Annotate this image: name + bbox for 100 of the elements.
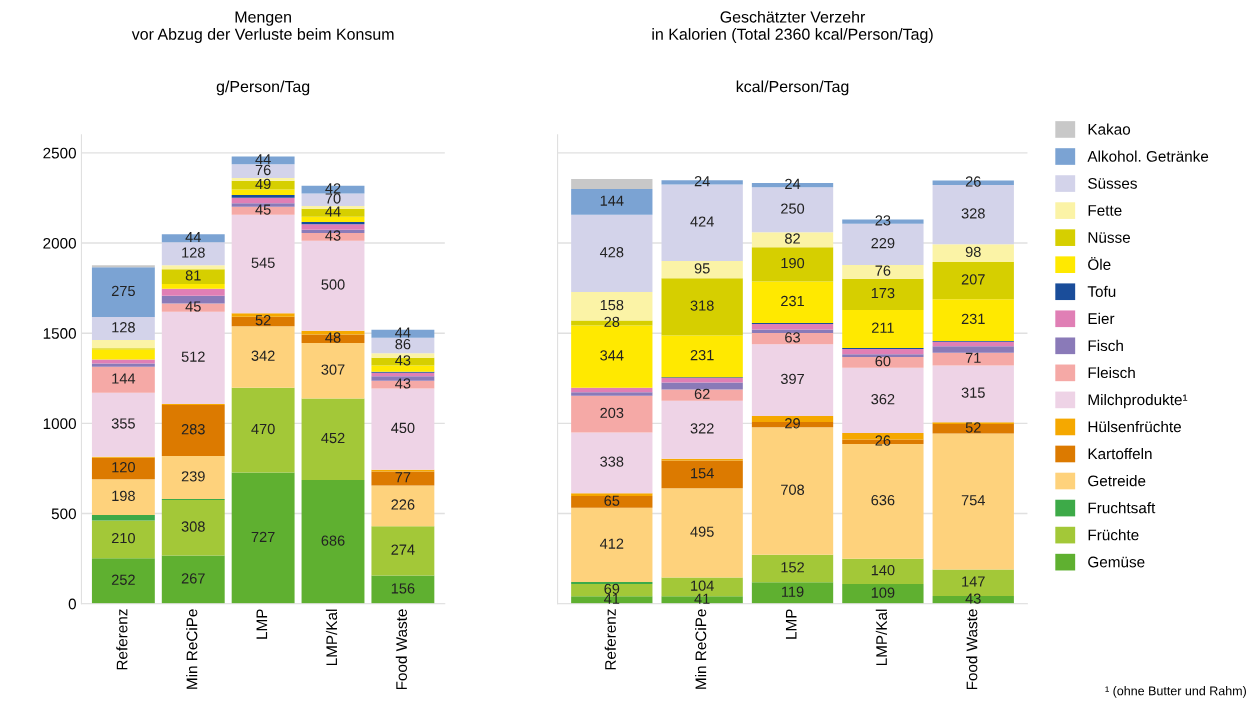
data-label: 156	[391, 583, 415, 594]
data-label: 211	[871, 322, 894, 333]
data-label: 239	[181, 471, 205, 482]
bar	[842, 444, 924, 559]
data-label: 250	[781, 203, 805, 214]
data-label: 52	[965, 422, 981, 433]
data-label: 754	[961, 495, 985, 506]
data-label: 727	[251, 531, 275, 542]
bar	[842, 309, 924, 348]
data-label: 412	[599, 538, 624, 549]
bar	[301, 240, 365, 331]
bar	[161, 500, 225, 556]
bar	[161, 311, 225, 405]
bar	[751, 344, 834, 416]
bar	[371, 380, 435, 389]
data-label: 338	[600, 456, 624, 467]
data-label: 71	[965, 352, 981, 363]
data-label: 322	[690, 423, 714, 434]
data-label: 315	[961, 387, 985, 398]
data-label: 44	[255, 154, 271, 165]
bar	[161, 269, 225, 284]
data-label: 283	[181, 424, 205, 435]
y-tick-label: 2500	[43, 147, 76, 159]
data-label: 210	[111, 532, 135, 544]
chart-subtitle: g/Person/Tag	[216, 80, 310, 96]
bar	[91, 363, 155, 367]
bar	[661, 378, 743, 383]
data-label: 424	[690, 216, 714, 227]
bar	[231, 197, 295, 204]
data-label: 708	[781, 484, 805, 495]
y-tick-label: 2000	[43, 237, 76, 249]
bar	[571, 507, 653, 583]
data-label: 636	[871, 495, 895, 506]
bar	[751, 281, 834, 324]
x-tick-label: Food Waste	[395, 609, 407, 690]
data-label: 452	[321, 432, 345, 444]
x-tick-label: Min ReCiPe	[186, 609, 198, 689]
bar	[371, 575, 435, 604]
bar	[571, 395, 653, 433]
bar	[371, 471, 435, 486]
legend-label: Fleisch	[1088, 366, 1135, 379]
bar	[371, 388, 435, 470]
bar	[932, 424, 1014, 434]
bar	[231, 156, 295, 165]
chart-title: Mengen vor Abzug der Verluste beim Konsum	[131, 11, 394, 43]
data-label: 355	[111, 418, 135, 429]
data-label: 500	[321, 279, 345, 290]
data-label: 43	[395, 378, 411, 389]
bar	[842, 356, 924, 368]
chart-title: Geschätzter Verzehr in Kalorien (Total 2360 kcal/Person/Tag)	[652, 10, 933, 43]
y-tick-label: 1500	[43, 328, 76, 339]
bar	[932, 365, 1014, 423]
data-label: 62	[694, 388, 710, 399]
bar	[932, 346, 1014, 353]
bar	[161, 555, 225, 604]
bar	[161, 456, 225, 500]
data-label: 362	[871, 394, 895, 405]
bar	[751, 247, 834, 282]
bar	[91, 457, 155, 480]
bar	[571, 178, 653, 189]
data-label: 267	[181, 573, 205, 584]
data-label: 198	[112, 490, 135, 502]
x-tick-label: Min ReCiPe	[695, 609, 707, 689]
data-label: 109	[871, 587, 895, 598]
bar	[932, 433, 1014, 570]
bar	[91, 520, 155, 559]
data-label: 60	[875, 355, 891, 367]
bar	[161, 283, 225, 289]
bar	[751, 582, 834, 604]
bar	[751, 427, 834, 555]
data-label: 45	[255, 204, 271, 215]
data-label: 231	[781, 295, 804, 307]
bar	[842, 278, 924, 310]
data-label: 686	[321, 535, 345, 546]
bar	[371, 365, 435, 372]
legend-label: Fruchtsaft	[1088, 502, 1156, 514]
bar	[301, 216, 365, 223]
bar	[91, 349, 155, 360]
bar	[751, 187, 834, 233]
bar	[661, 278, 743, 336]
bar	[751, 333, 834, 345]
bar	[91, 340, 155, 349]
x-tick-label: LMP/Kal	[325, 609, 338, 666]
data-label: 119	[782, 586, 804, 597]
bar	[661, 400, 743, 459]
bar	[571, 496, 653, 508]
bar	[932, 185, 1014, 245]
data-label: 231	[690, 349, 714, 361]
bar	[231, 189, 295, 196]
bar	[751, 232, 834, 248]
data-label: 144	[112, 373, 136, 384]
bar	[842, 348, 924, 355]
data-label: 95	[694, 263, 710, 274]
bar	[932, 261, 1014, 300]
bar	[661, 335, 743, 378]
legend-label: Eier	[1088, 312, 1115, 325]
data-label: 450	[391, 422, 415, 434]
y-tick-label: 0	[68, 598, 76, 610]
data-label: 45	[185, 301, 201, 312]
bar	[301, 334, 365, 344]
